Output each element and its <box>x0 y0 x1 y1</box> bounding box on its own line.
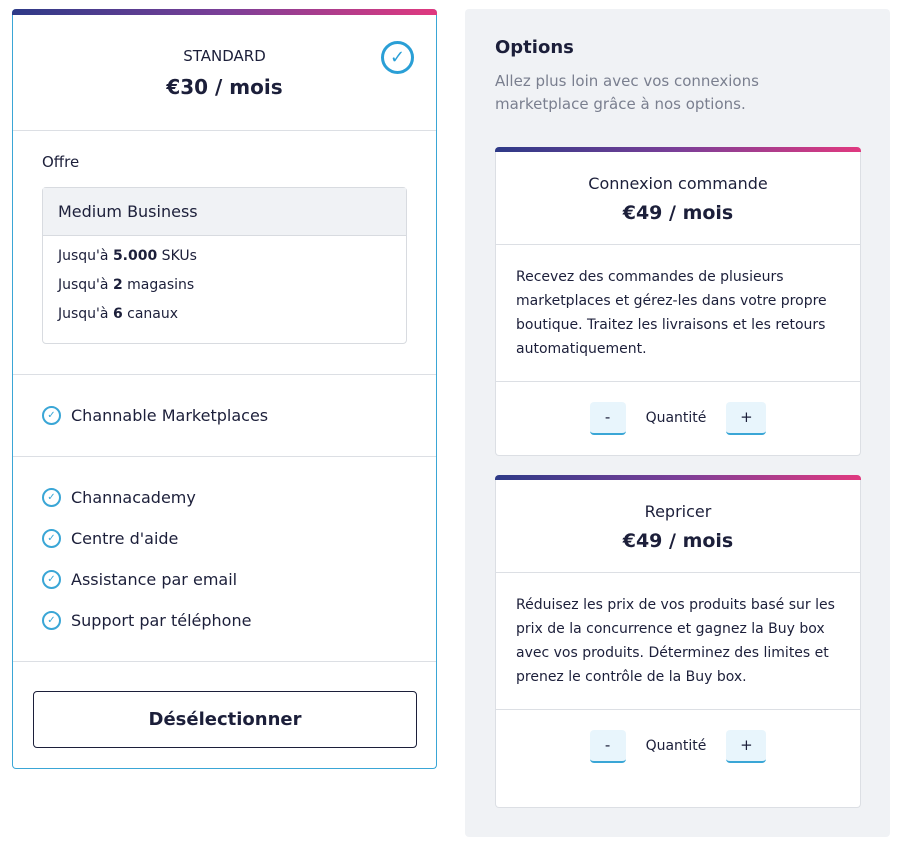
plan-header: STANDARD €30 / mois ✓ <box>13 15 436 131</box>
check-icon: ✓ <box>42 529 61 548</box>
options-subtitle: Allez plus loin avec vos connexions mark… <box>495 72 759 113</box>
limit-item: Jusqu'à 2 magasins <box>58 277 195 293</box>
check-icon: ✓ <box>42 406 61 425</box>
increase-button[interactable]: + <box>726 401 767 435</box>
limit-item: Jusqu'à 5.000 SKUs <box>58 248 197 264</box>
feature-item: ✓ Support par téléphone <box>42 600 407 641</box>
option-description: Recevez des commandes de plusieurs marke… <box>496 245 860 382</box>
check-icon: ✓ <box>42 570 61 589</box>
option-title: Repricer <box>644 502 712 521</box>
feature-item: ✓ Channable Marketplaces <box>42 395 407 436</box>
decrease-button[interactable]: - <box>589 729 626 763</box>
option-price: €49 / mois <box>622 530 734 552</box>
check-icon: ✓ <box>42 488 61 507</box>
options-title: Options <box>495 37 574 58</box>
feature-item: ✓ Centre d'aide <box>42 518 407 559</box>
option-card-connexion-commande: Connexion commande €49 / mois Recevez des… <box>495 147 861 456</box>
offer-title: Medium Business <box>43 188 406 236</box>
options-panel: Options Allez plus loin avec vos connexi… <box>465 9 890 837</box>
features-support: ✓ Channacademy ✓ Centre d'aide ✓ Assistance… <box>13 457 436 662</box>
plan-name: STANDARD <box>183 47 266 65</box>
offer-section: Offre Medium Business Jusqu'à 5.000 SKUs… <box>13 131 436 375</box>
quantity-label: Quantité <box>645 410 707 426</box>
gradient-bar <box>12 9 437 15</box>
limit-item: Jusqu'à 6 canaux <box>58 306 179 322</box>
features-primary: ✓ Channable Marketplaces <box>13 375 436 457</box>
quantity-label: Quantité <box>645 738 707 754</box>
option-price: €49 / mois <box>622 202 734 224</box>
feature-item: ✓ Assistance par email <box>42 559 407 600</box>
option-card-repricer: Repricer €49 / mois Réduisez les prix de … <box>495 475 861 808</box>
check-icon: ✓ <box>42 611 61 630</box>
option-title: Connexion commande <box>588 174 768 193</box>
decrease-button[interactable]: - <box>589 401 626 435</box>
plan-price: €30 / mois <box>166 75 283 99</box>
quantity-stepper: - Quantité + <box>496 710 860 782</box>
feature-item: ✓ Channacademy <box>42 477 407 518</box>
option-description: Réduisez les prix de vos produits basé s… <box>496 573 860 710</box>
selected-check-icon: ✓ <box>381 41 414 74</box>
gradient-bar <box>495 147 861 152</box>
plan-card-standard: STANDARD €30 / mois ✓ Offre Medium Busin… <box>12 9 437 769</box>
offer-label: Offre <box>42 153 80 171</box>
increase-button[interactable]: + <box>726 729 767 763</box>
gradient-bar <box>495 475 861 480</box>
quantity-stepper: - Quantité + <box>496 382 860 454</box>
offer-box: Medium Business Jusqu'à 5.000 SKUs Jusqu… <box>42 187 407 344</box>
deselect-button[interactable]: Désélectionner <box>33 691 417 748</box>
